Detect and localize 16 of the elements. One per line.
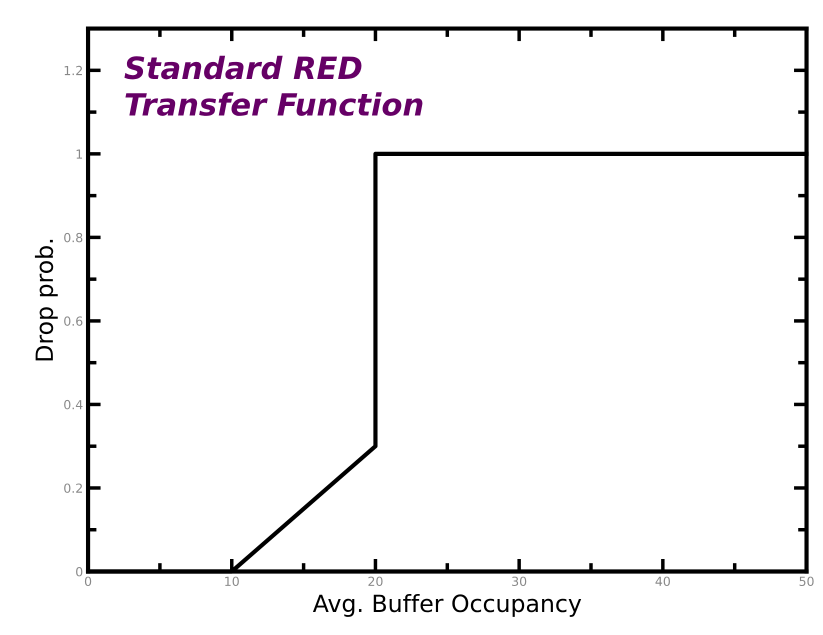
x-tick-label: 10 [225,576,239,586]
x-tick-label: 40 [656,576,670,586]
y-tick-label: 0.2 [64,483,82,493]
y-axis-title: Drop prob. [34,240,58,360]
text: Standard RED Transfer Function [124,56,422,116]
x-tick-label: 30 [512,576,526,586]
y-tick-label: 1.2 [64,66,82,76]
x-tick-label: 50 [800,576,814,586]
y-tick-label: 0.6 [64,316,82,326]
y-tick-label: 0 [76,566,82,576]
y-tick-label: 0.4 [64,400,82,410]
x-axis-title: Avg. Buffer Occupancy [312,594,582,617]
x-tick-label: 0 [84,576,92,586]
y-tick-label: 1 [76,150,82,159]
x-tick-label: 20 [368,576,383,586]
y-tick-label: 0.8 [64,232,82,242]
